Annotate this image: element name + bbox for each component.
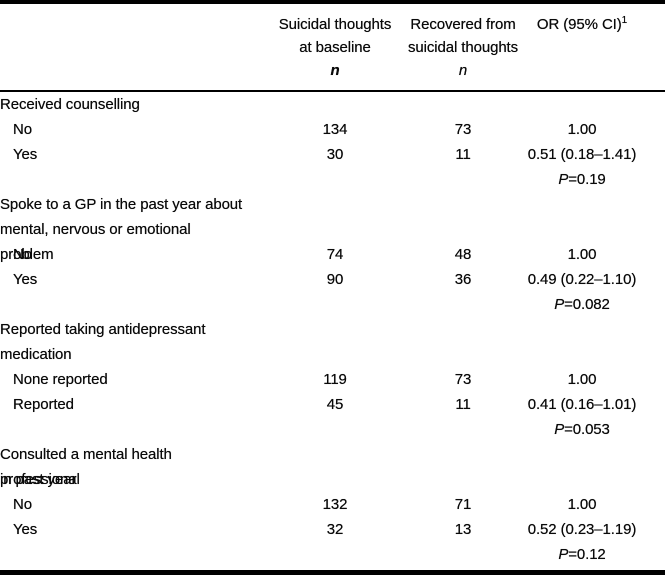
section-title-row: in past year [0, 467, 665, 492]
baseline-n-value: 134 [322, 121, 348, 138]
baseline-n-value: 132 [322, 496, 348, 513]
baseline-n-value: 119 [323, 371, 347, 388]
p-number: =0.19 [568, 171, 606, 188]
header-or-column: OR (95% CI)1 [499, 13, 665, 82]
header-or-text: OR (95% CI) [536, 16, 622, 33]
header-recovered-n: n [458, 62, 468, 79]
recovered-n-value: 11 [455, 146, 471, 163]
p-label: P [558, 171, 569, 188]
row-label: Yes [13, 521, 38, 538]
row-label: No [13, 246, 32, 263]
section-title-row: Consulted a mental health professional [0, 442, 665, 488]
header-or-label: OR (95% CI)1 [537, 13, 627, 36]
table-header-row: Suicidal thoughts at baseline n Recovere… [0, 4, 665, 90]
row-label: Yes [13, 271, 38, 288]
section-title-row: Reported taking antidepressant [0, 317, 665, 342]
table-row: Reported 45 11 0.41 (0.16–1.01) [0, 392, 665, 417]
or-value: 0.51 (0.18–1.41) [527, 146, 637, 163]
header-baseline-n: n [330, 62, 340, 79]
or-value: 1.00 [567, 371, 597, 388]
recovered-n-value: 48 [454, 246, 472, 263]
header-baseline-line2: at baseline [299, 39, 371, 56]
row-label: No [13, 121, 32, 138]
header-or-footnote-marker: 1 [621, 15, 628, 26]
section-title-row: Received counselling [0, 92, 665, 117]
table-top-rule [0, 0, 665, 4]
p-value: P =0.082 [499, 292, 665, 317]
section-title-row: Spoke to a GP in the past year about [0, 192, 665, 217]
table-row: No 134 73 1.00 [0, 117, 665, 142]
or-value: 0.41 (0.16–1.01) [527, 396, 637, 413]
row-label: Yes [13, 146, 38, 163]
header-baseline-column: Suicidal thoughts at baseline n [243, 13, 427, 82]
section-title: Reported taking antidepressant [0, 321, 206, 338]
p-number: =0.082 [564, 296, 610, 313]
row-label: No [13, 496, 32, 513]
table-row: None reported 119 73 1.00 [0, 367, 665, 392]
recovered-n-value: 71 [454, 496, 472, 513]
p-value: P =0.19 [499, 167, 665, 192]
header-recovered-column: Recovered from suicidal thoughts n [408, 13, 518, 82]
table-row: Yes 30 11 0.51 (0.18–1.41) [0, 142, 665, 167]
row-label: Reported [13, 396, 74, 413]
row-label: None reported [13, 371, 108, 388]
or-value: 0.49 (0.22–1.10) [527, 271, 637, 288]
table-row: Yes 90 36 0.49 (0.22–1.10) [0, 267, 665, 292]
p-value-row: P =0.053 [0, 417, 665, 442]
section-title: in past year [0, 471, 77, 488]
section-title-row: mental, nervous or emotional problem [0, 217, 665, 263]
section-title: medication [0, 346, 72, 363]
p-value: P =0.12 [499, 542, 665, 567]
p-label: P [554, 296, 565, 313]
table-row: No 74 48 1.00 [0, 242, 665, 267]
header-recovered-line2: suicidal thoughts [407, 39, 519, 56]
recovered-n-value: 13 [454, 521, 472, 538]
or-value: 1.00 [567, 496, 597, 513]
p-label: P [554, 421, 565, 438]
section-title: Received counselling [0, 96, 140, 113]
header-empty-cell [0, 13, 243, 82]
p-number: =0.12 [568, 546, 606, 563]
or-value: 1.00 [567, 246, 597, 263]
p-number: =0.053 [564, 421, 610, 438]
section-title-row: medication [0, 342, 665, 367]
baseline-n-value: 90 [326, 271, 344, 288]
recovered-n-value: 11 [455, 396, 471, 413]
baseline-n-value: 30 [326, 146, 344, 163]
table-bottom-rule [0, 570, 665, 575]
p-label: P [558, 546, 569, 563]
table-header-rule [0, 90, 665, 92]
p-value-row: P =0.19 [0, 167, 665, 192]
header-recovered-line1: Recovered from [410, 16, 516, 33]
or-value: 1.00 [567, 121, 597, 138]
table-row: Yes 32 13 0.52 (0.23–1.19) [0, 517, 665, 542]
section-title: Consulted a mental health professional [0, 446, 172, 488]
recovered-n-value: 36 [454, 271, 472, 288]
table-row: No 132 71 1.00 [0, 492, 665, 517]
baseline-n-value: 32 [326, 521, 344, 538]
p-value-row: P =0.12 [0, 542, 665, 567]
section-title: Spoke to a GP in the past year about [0, 196, 243, 213]
baseline-n-value: 74 [326, 246, 344, 263]
p-value-row: P =0.082 [0, 292, 665, 317]
header-baseline-line1: Suicidal thoughts [278, 16, 392, 33]
p-value: P =0.053 [499, 417, 665, 442]
section-title: mental, nervous or emotional problem [0, 221, 191, 263]
recovered-n-value: 73 [454, 121, 472, 138]
recovered-n-value: 73 [454, 371, 472, 388]
baseline-n-value: 45 [326, 396, 344, 413]
or-value: 0.52 (0.23–1.19) [527, 521, 637, 538]
